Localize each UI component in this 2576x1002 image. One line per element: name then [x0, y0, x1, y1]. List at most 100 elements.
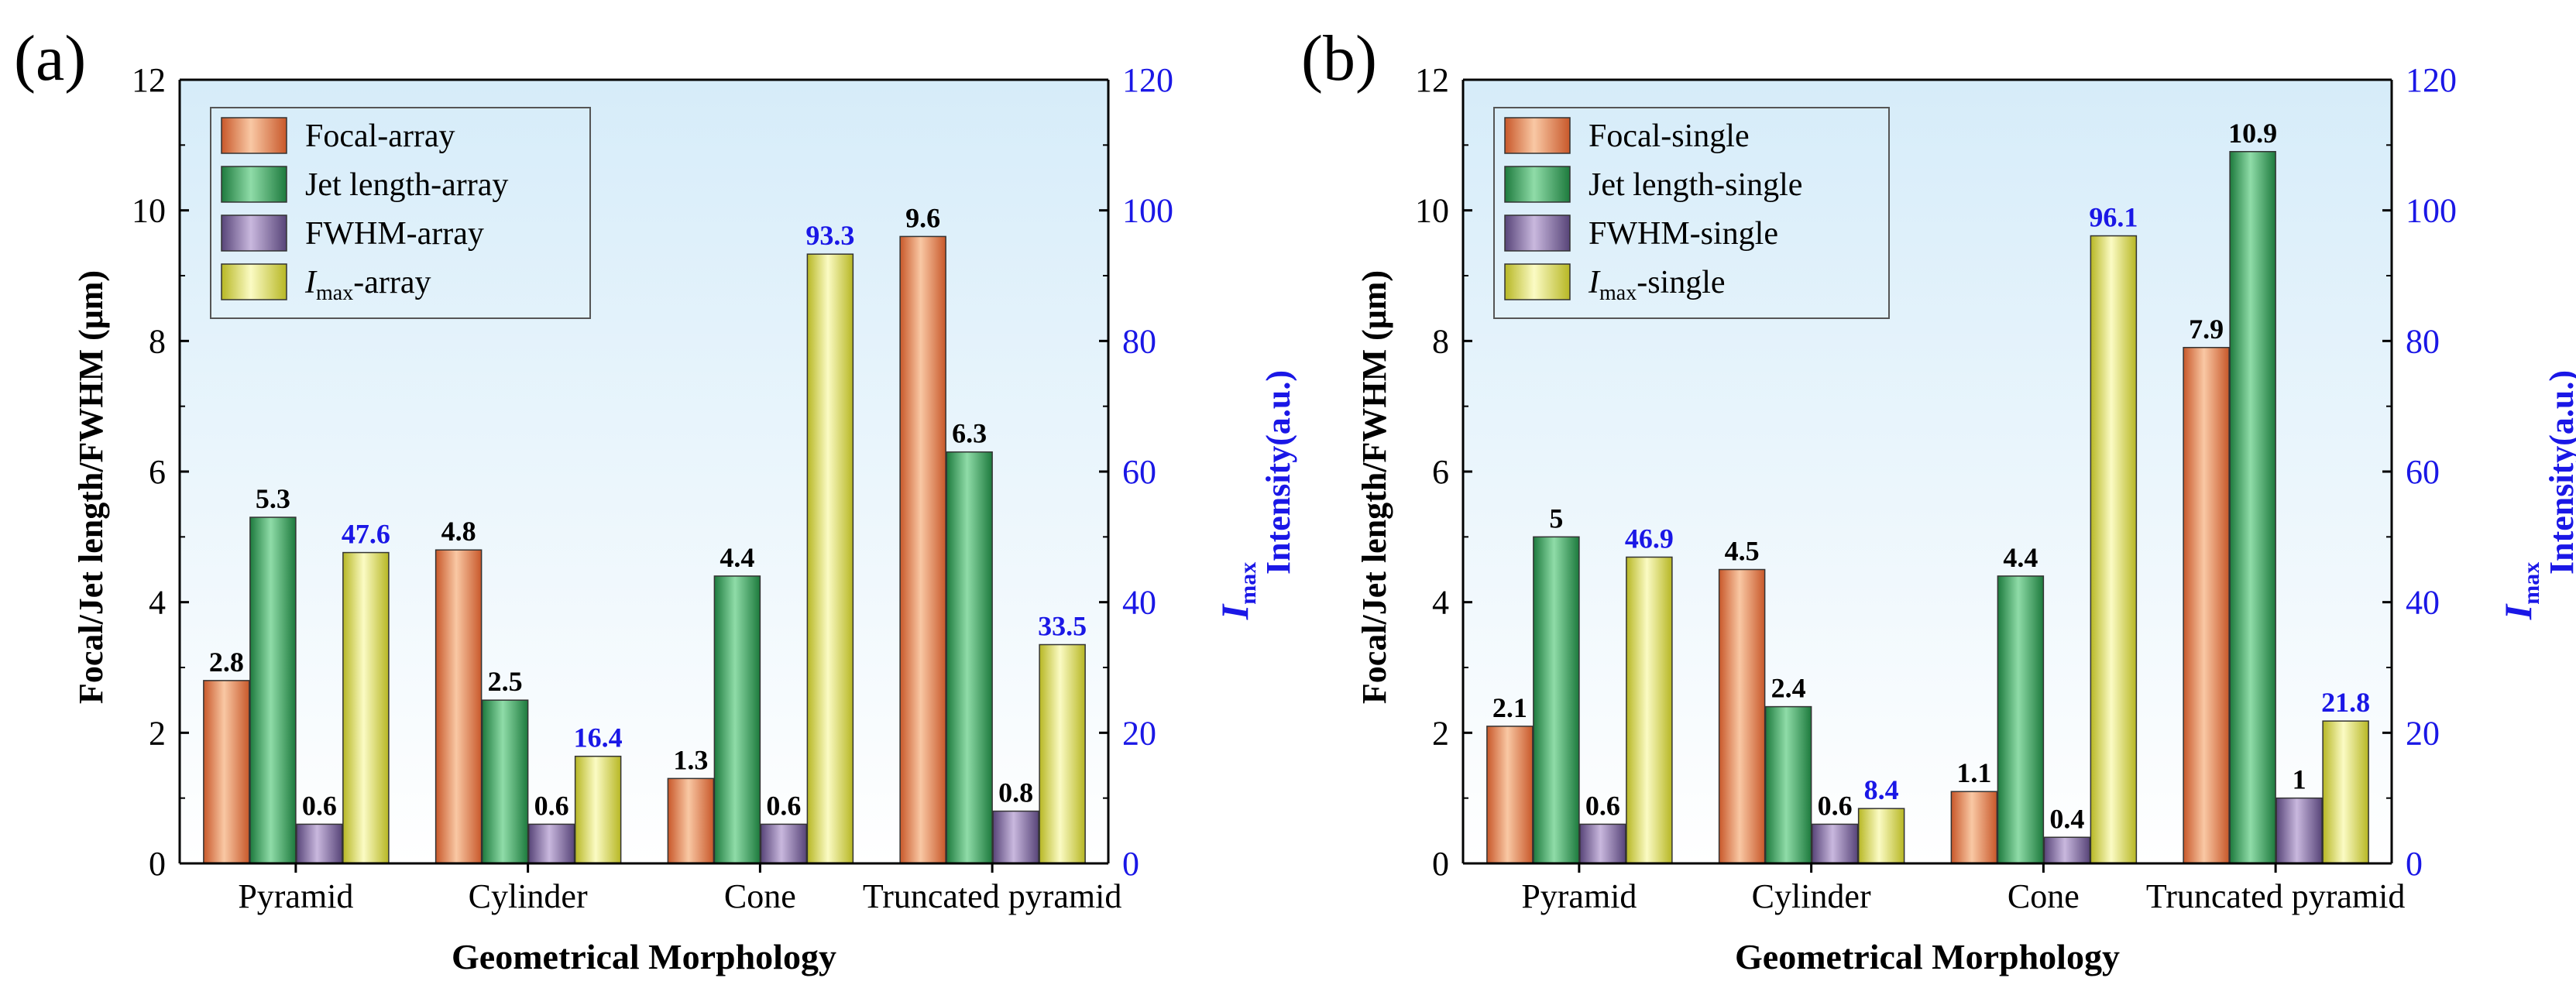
data-label: 2.8 [209, 647, 244, 678]
x-tick-label: Cylinder [469, 877, 588, 915]
bar-green-3 [946, 451, 993, 864]
x-tick-label: Truncated pyramid [863, 877, 1121, 915]
y-axis-title-right: Intensity(a.u.) [2543, 370, 2576, 575]
y-tick-label-right: 60 [2406, 453, 2440, 491]
legend-swatch-purple [1504, 214, 1571, 252]
bar-green-0 [1533, 536, 1580, 864]
bar-purple-1 [527, 823, 575, 864]
y-tick-label-left: 6 [149, 453, 166, 491]
y-tick-label-right: 80 [1122, 322, 1156, 360]
data-label: 8.4 [1864, 774, 1899, 805]
legend-label: Imax-single [1588, 265, 1726, 305]
y-tick-label-left: 10 [1415, 192, 1449, 230]
y-tick-label-right: 20 [2406, 714, 2440, 752]
chart-panel-b: (b) 2.1 4.5 1.1 7.9 5 2.4 4.4 10.9 0.6 0.6 0.4 1 46.9… [1301, 22, 2576, 976]
x-axis-title: Geometrical Morphology [1735, 937, 2120, 976]
bar-purple-2 [760, 823, 808, 864]
bar-orange-1 [1718, 568, 1766, 864]
data-label: 0.6 [1818, 790, 1853, 821]
data-label: 21.8 [2321, 687, 2370, 718]
data-label: 10.9 [2228, 118, 2277, 149]
bar-green-1 [481, 699, 529, 864]
y-tick-label-left: 12 [132, 61, 166, 99]
data-label: 47.6 [342, 519, 390, 550]
data-label: 96.1 [2089, 202, 2138, 233]
y-tick-label-left: 8 [149, 322, 166, 360]
x-tick-label: Cone [2008, 877, 2080, 915]
data-label: 33.5 [1038, 610, 1087, 641]
y-tick-label-left: 4 [1432, 584, 1449, 622]
y-tick-label-right: 100 [2406, 192, 2457, 230]
legend-symbol-main: I [1588, 265, 1601, 300]
legend-label: FWHM-array [305, 216, 484, 252]
bar-yellow-1 [574, 755, 622, 864]
legend-symbol-main: I [304, 265, 318, 300]
x-tick-label: Truncated pyramid [2146, 877, 2405, 915]
bar-green-1 [1764, 705, 1812, 864]
legend-label: FWHM-single [1589, 216, 1778, 252]
y-tick-label-right: 60 [1122, 453, 1156, 491]
data-label: 0.6 [766, 790, 801, 821]
data-label: 5 [1549, 503, 1563, 534]
data-label: 6.3 [952, 418, 987, 449]
bar-orange-2 [667, 777, 715, 864]
y-tick-label-left: 2 [149, 714, 166, 752]
y-tick-label-left: 6 [1432, 453, 1449, 491]
data-label: 4.4 [2003, 542, 2038, 573]
legend-swatch-yellow [1504, 263, 1571, 300]
bar-green-0 [249, 516, 297, 864]
y-tick-label-right: 80 [2406, 322, 2440, 360]
bar-purple-0 [296, 823, 343, 864]
data-label: 9.6 [905, 202, 940, 233]
data-label: 0.4 [2049, 803, 2084, 834]
legend-swatch-yellow [221, 263, 287, 300]
bar-green-2 [1997, 575, 2045, 864]
panel-label: (b) [1301, 22, 1377, 94]
data-label: 2.4 [1771, 673, 1806, 704]
data-label: 1.1 [1956, 757, 1991, 788]
data-label: 5.3 [256, 483, 290, 514]
y-tick-label-right: 20 [1122, 714, 1156, 752]
data-label: 0.6 [534, 790, 569, 821]
bar-orange-3 [899, 235, 946, 864]
legend-label: Focal-single [1589, 118, 1750, 154]
legend-symbol-sub: max [316, 281, 353, 305]
x-tick-label: Cone [724, 877, 796, 915]
bar-orange-0 [203, 680, 250, 864]
x-tick-label: Pyramid [1521, 877, 1637, 915]
bar-purple-3 [992, 810, 1039, 864]
y2-symbol-sub: max [2519, 562, 2544, 605]
data-label: 0.8 [998, 777, 1033, 808]
y-tick-label-right: 0 [2406, 845, 2423, 883]
legend-swatch-green [221, 166, 287, 203]
data-label: 4.5 [1725, 536, 1760, 567]
y2-symbol-main: I [1213, 603, 1256, 620]
legend-swatch-orange [221, 117, 287, 154]
y-tick-label-right: 40 [2406, 584, 2440, 622]
data-label: 16.4 [574, 722, 623, 753]
legend-swatch-green [1504, 166, 1571, 203]
x-axis-title: Geometrical Morphology [452, 937, 836, 976]
bar-orange-0 [1486, 726, 1534, 864]
y-tick-label-right: 100 [1122, 192, 1173, 230]
bar-yellow-2 [806, 253, 854, 864]
bar-purple-1 [1811, 823, 1859, 864]
data-label: 7.9 [2189, 314, 2224, 345]
data-label: 2.5 [488, 666, 523, 697]
y-tick-label-left: 12 [1415, 61, 1449, 99]
data-label: 0.6 [302, 790, 337, 821]
bar-purple-2 [2043, 836, 2091, 864]
legend-label: Focal-array [305, 118, 455, 154]
bar-yellow-0 [1626, 556, 1673, 864]
bar-orange-3 [2183, 347, 2230, 864]
y-tick-label-left: 0 [149, 845, 166, 883]
legend-symbol-sub: max [1599, 281, 1637, 305]
data-label: 4.4 [720, 542, 754, 573]
data-label: 46.9 [1625, 523, 1674, 554]
legend-label: Imax-array [304, 265, 431, 305]
bar-purple-0 [1579, 823, 1626, 864]
legend-swatch-orange [1504, 117, 1571, 154]
y-tick-label-left: 0 [1432, 845, 1449, 883]
y-axis-title-right-symbol: Imax [2496, 562, 2544, 620]
y2-symbol-main: I [2496, 603, 2540, 620]
